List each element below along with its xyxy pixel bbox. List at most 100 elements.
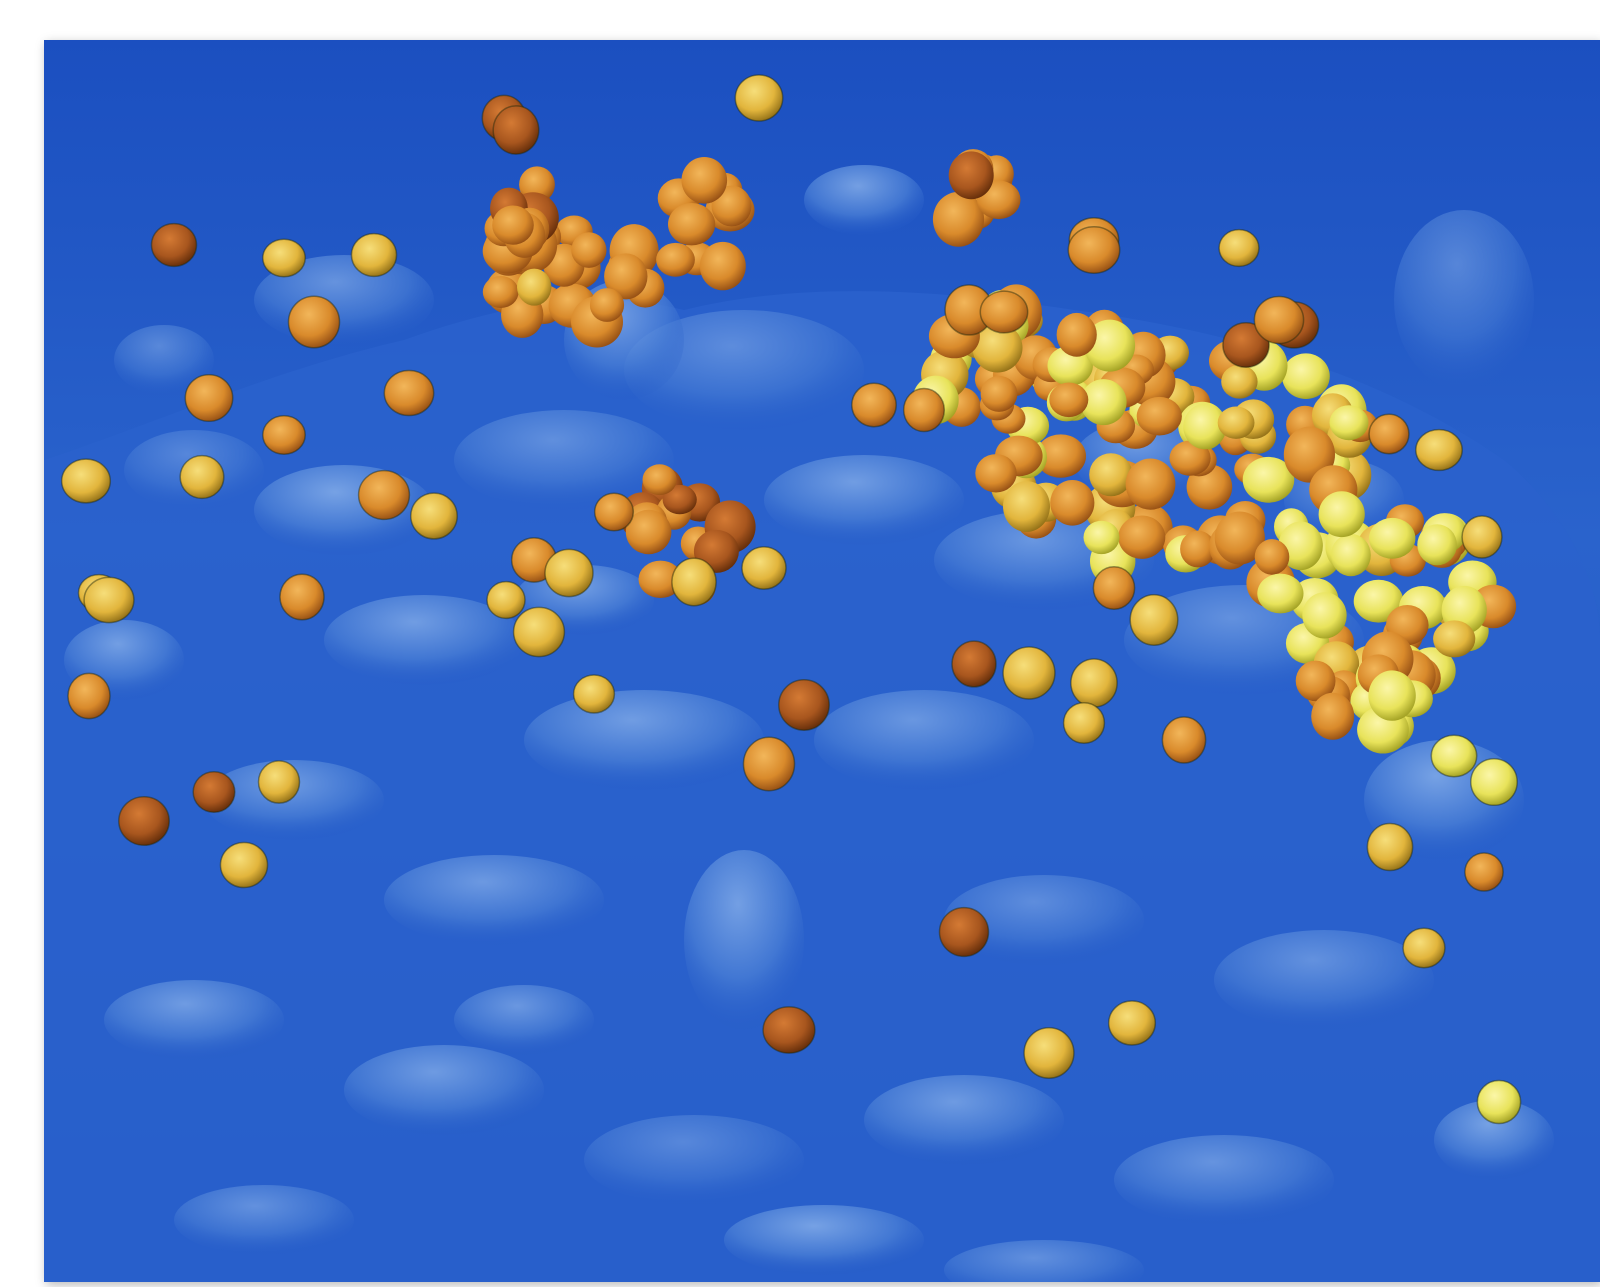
particle	[979, 290, 1029, 334]
particle	[1278, 521, 1323, 571]
particle	[1353, 579, 1404, 623]
particle	[1257, 573, 1304, 614]
particle	[572, 674, 616, 714]
particle	[1331, 533, 1371, 577]
particle-clusters	[482, 149, 1517, 754]
particle	[1161, 716, 1207, 764]
surface-bump	[104, 980, 284, 1060]
particle	[1402, 927, 1446, 969]
particle	[1003, 481, 1050, 532]
surface-bump	[804, 165, 924, 235]
surface-bump	[814, 690, 1034, 790]
particle	[1062, 701, 1106, 745]
particle	[118, 795, 170, 847]
micrograph-image	[44, 40, 1600, 1282]
particle	[219, 841, 269, 889]
particle	[642, 464, 677, 496]
particle	[1107, 1000, 1157, 1046]
surface-bump	[724, 1205, 924, 1275]
particle	[517, 268, 552, 306]
particle	[711, 185, 752, 227]
particle	[1089, 453, 1133, 497]
surface-bump	[944, 875, 1144, 965]
particle	[257, 760, 301, 804]
particle	[60, 458, 112, 504]
particle	[1222, 321, 1270, 369]
surface-bump	[1394, 210, 1534, 390]
particle	[1136, 396, 1182, 436]
particle	[1329, 405, 1369, 441]
particle	[1368, 670, 1416, 721]
particle	[1302, 592, 1347, 639]
particle	[656, 242, 695, 277]
particle	[1430, 734, 1478, 778]
particle	[1035, 434, 1086, 478]
surface-bump	[254, 465, 434, 555]
particles	[60, 74, 1522, 1125]
particle	[1169, 440, 1211, 476]
particle	[1366, 822, 1414, 872]
particle	[951, 640, 997, 688]
particle	[1221, 364, 1258, 399]
particle	[1417, 524, 1457, 566]
particle	[699, 241, 746, 291]
surface-bump	[114, 325, 214, 395]
particle	[1214, 511, 1265, 565]
particle	[83, 576, 135, 624]
particle	[184, 373, 234, 423]
particle	[742, 736, 796, 792]
particle	[1476, 1079, 1522, 1125]
particle	[1242, 456, 1295, 503]
particle	[150, 222, 198, 268]
surface-bump	[944, 1240, 1144, 1282]
particle	[902, 387, 946, 433]
particle	[1067, 226, 1121, 274]
particle	[262, 415, 306, 455]
particle	[1083, 520, 1120, 555]
surface-bump	[1214, 930, 1434, 1030]
particle	[279, 573, 325, 621]
particle	[350, 232, 398, 278]
particle	[593, 492, 635, 532]
surface-bump	[764, 455, 964, 545]
particle	[975, 454, 1017, 493]
surface-bump	[584, 1115, 804, 1205]
particle	[1369, 517, 1416, 559]
surface-bump	[204, 760, 384, 840]
particle	[1470, 757, 1518, 807]
particle	[1125, 458, 1176, 510]
particle	[1092, 566, 1136, 610]
particle	[1254, 539, 1290, 575]
particle	[192, 770, 236, 814]
particle	[604, 253, 648, 300]
particle	[778, 679, 830, 731]
particle	[668, 203, 716, 246]
particle	[1318, 491, 1365, 538]
surface-bump	[454, 410, 674, 510]
particle	[741, 546, 787, 590]
particle	[1129, 594, 1179, 646]
particle	[1464, 852, 1504, 892]
particle	[571, 232, 607, 268]
particle	[1049, 382, 1089, 418]
surface-bump	[864, 1075, 1064, 1165]
particle	[1461, 515, 1503, 559]
particle	[1295, 660, 1336, 702]
particle	[681, 157, 728, 204]
particle	[948, 151, 994, 200]
surface-bump	[1114, 1135, 1334, 1225]
particle	[1311, 692, 1355, 740]
particle	[1217, 406, 1255, 439]
particle	[1070, 658, 1118, 708]
particle	[357, 469, 411, 521]
particle	[486, 580, 526, 620]
particle	[851, 382, 897, 428]
particle	[972, 323, 1023, 373]
particle	[625, 509, 672, 555]
particle	[1180, 530, 1216, 568]
particle	[1253, 295, 1305, 345]
particle	[482, 276, 519, 308]
particle	[492, 205, 534, 245]
particle	[1368, 413, 1410, 455]
surface-bump	[454, 985, 594, 1055]
